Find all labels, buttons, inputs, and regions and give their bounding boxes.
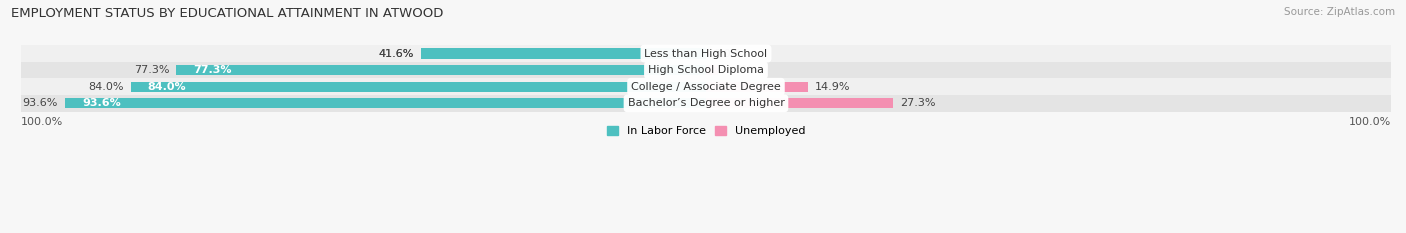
Text: 14.9%: 14.9% (815, 82, 851, 92)
Bar (706, 98, 893, 109)
Bar (131, 82, 706, 92)
Bar (21, 62, 1391, 79)
Text: 100.0%: 100.0% (1348, 117, 1391, 127)
Text: 41.6%: 41.6% (378, 49, 415, 58)
Text: College / Associate Degree: College / Associate Degree (631, 82, 780, 92)
Text: Bachelor’s Degree or higher: Bachelor’s Degree or higher (627, 98, 785, 108)
Text: 100.0%: 100.0% (21, 117, 63, 127)
Text: 77.3%: 77.3% (194, 65, 232, 75)
Legend: In Labor Force, Unemployed: In Labor Force, Unemployed (602, 121, 810, 140)
Bar (21, 95, 1391, 112)
Bar (65, 98, 706, 109)
Text: Less than High School: Less than High School (644, 49, 768, 58)
Text: 93.6%: 93.6% (22, 98, 58, 108)
Text: 84.0%: 84.0% (148, 82, 187, 92)
Text: EMPLOYMENT STATUS BY EDUCATIONAL ATTAINMENT IN ATWOOD: EMPLOYMENT STATUS BY EDUCATIONAL ATTAINM… (11, 7, 444, 20)
Bar (21, 45, 1391, 62)
Bar (420, 48, 706, 59)
Text: 93.6%: 93.6% (82, 98, 121, 108)
Text: 1.8%: 1.8% (725, 65, 754, 75)
Text: 84.0%: 84.0% (89, 82, 124, 92)
Bar (706, 65, 718, 75)
Text: Source: ZipAtlas.com: Source: ZipAtlas.com (1284, 7, 1395, 17)
Bar (21, 79, 1391, 95)
Text: 27.3%: 27.3% (900, 98, 935, 108)
Text: High School Diploma: High School Diploma (648, 65, 763, 75)
Bar (177, 65, 706, 75)
Bar (706, 82, 808, 92)
Text: 77.3%: 77.3% (134, 65, 170, 75)
Text: 0.0%: 0.0% (713, 49, 741, 58)
Text: 41.6%: 41.6% (378, 49, 415, 58)
